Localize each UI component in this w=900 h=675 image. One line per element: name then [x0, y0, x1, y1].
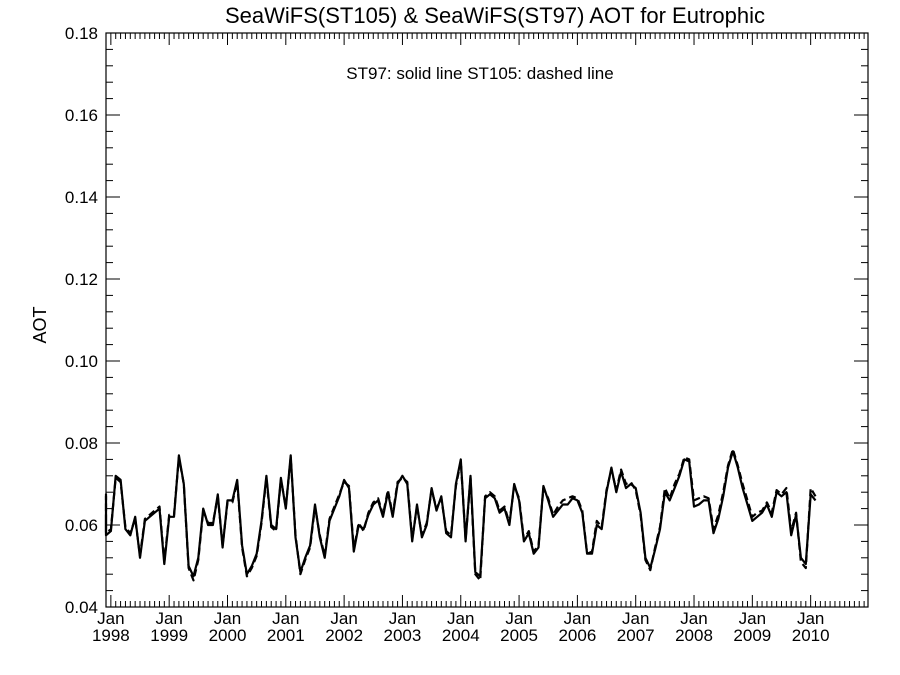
x-tick-month-label: Jan: [622, 609, 649, 628]
x-tick-month-label: Jan: [797, 609, 824, 628]
x-tick-year-label: 2004: [442, 626, 480, 645]
y-tick-label: 0.12: [65, 270, 98, 289]
x-tick-year-label: 1999: [150, 626, 188, 645]
x-tick-year-label: 2000: [209, 626, 247, 645]
x-tick-month-label: Jan: [272, 609, 299, 628]
line-style-note: ST97: solid line ST105: dashed line: [346, 64, 613, 83]
x-tick-month-label: Jan: [155, 609, 182, 628]
y-tick-label: 0.10: [65, 352, 98, 371]
x-tick-year-label: 2010: [792, 626, 830, 645]
y-tick-label: 0.04: [65, 598, 98, 617]
x-tick-year-label: 2009: [733, 626, 771, 645]
x-tick-month-label: Jan: [505, 609, 532, 628]
x-tick-year-label: 2006: [558, 626, 596, 645]
y-tick-label: 0.18: [65, 24, 98, 43]
y-axis-label: AOT: [30, 306, 50, 343]
series-line-st97: [104, 450, 817, 578]
x-tick-month-label: Jan: [680, 609, 707, 628]
x-axis: Jan1998Jan1999Jan2000Jan2001Jan2002Jan20…: [92, 33, 865, 645]
y-tick-label: 0.16: [65, 106, 98, 125]
x-tick-year-label: 2002: [325, 626, 363, 645]
x-tick-year-label: 2003: [384, 626, 422, 645]
x-tick-month-label: Jan: [447, 609, 474, 628]
x-tick-month-label: Jan: [564, 609, 591, 628]
x-tick-month-label: Jan: [330, 609, 357, 628]
x-tick-month-label: Jan: [389, 609, 416, 628]
x-tick-month-label: Jan: [214, 609, 241, 628]
x-tick-year-label: 2005: [500, 626, 538, 645]
x-tick-year-label: 2001: [267, 626, 305, 645]
x-tick-year-label: 2007: [617, 626, 655, 645]
y-tick-label: 0.06: [65, 516, 98, 535]
x-tick-month-label: Jan: [739, 609, 766, 628]
x-tick-year-label: 2008: [675, 626, 713, 645]
y-tick-label: 0.14: [65, 188, 98, 207]
y-tick-label: 0.08: [65, 434, 98, 453]
y-axis: 0.04 0.06 0.08 0.10 0.12 0.14 0.16 0.18: [65, 24, 868, 617]
plot-frame: [105, 32, 869, 608]
chart-title: SeaWiFS(ST105) & SeaWiFS(ST97) AOT for E…: [225, 3, 765, 28]
x-tick-year-label: 1998: [92, 626, 130, 645]
plot-area: [104, 448, 817, 582]
x-tick-month-label: Jan: [97, 609, 124, 628]
